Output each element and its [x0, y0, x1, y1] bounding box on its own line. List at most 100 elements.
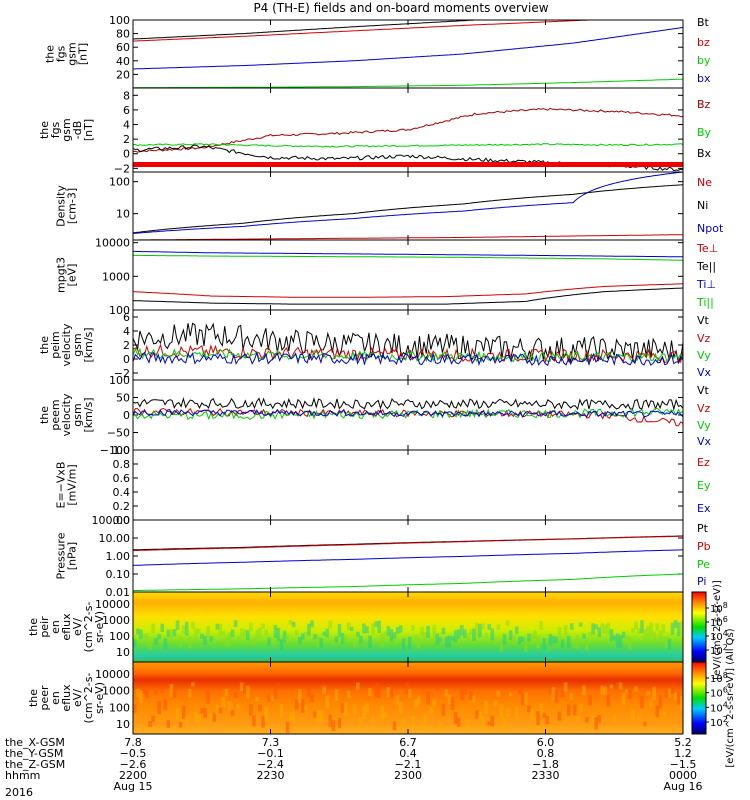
spectrogram-stripe [643, 721, 647, 727]
spectrogram-stripe [511, 685, 516, 691]
y-axis-label: [mV/m] [66, 464, 79, 505]
x-tick-label: −0.5 [120, 747, 147, 760]
panel-frame [132, 309, 684, 381]
y-tick-label: 0.6 [113, 472, 131, 485]
spectrogram-stripe [322, 631, 326, 636]
spectrogram-stripe [496, 690, 501, 697]
legend-entry: Vt [697, 314, 710, 327]
spectrogram-stripe [255, 696, 259, 702]
x-tick-label: 2230 [257, 769, 285, 782]
spectrogram-stripe [563, 625, 568, 636]
y-axis-label: the [27, 618, 40, 636]
x-tick-label: −2.6 [120, 758, 147, 771]
panel-frame [132, 239, 684, 311]
spectrogram-stripe [673, 692, 678, 700]
spectrogram-stripe [209, 713, 213, 722]
spectrogram-stripe [432, 699, 436, 706]
spectrogram-stripe [432, 624, 436, 638]
y-tick-label: 1.00 [106, 550, 131, 563]
spectrogram-stripe [188, 636, 192, 649]
y-tick-label: 6 [123, 311, 130, 324]
spectrogram-stripe [649, 700, 653, 707]
spectrogram-stripe [230, 710, 235, 716]
spectrogram-stripe [142, 633, 146, 638]
spectrogram-stripe [603, 624, 608, 634]
spectrogram-stripe [640, 695, 644, 709]
legend-entry: Npot [697, 222, 724, 235]
spectrogram-stripe [420, 627, 424, 636]
y-axis-label: the [38, 121, 51, 139]
y-axis-label: velocity [60, 393, 73, 436]
spectrogram-stripe [368, 635, 372, 648]
legend-entry: Bx [697, 147, 712, 160]
x-row-label: the_X-GSM [5, 736, 65, 749]
y-axis-label: peir [38, 616, 51, 638]
figure-title: P4 (TH-E) fields and on-board moments ov… [253, 1, 548, 15]
spectrogram-stripe [576, 716, 580, 723]
spectrogram-stripe [349, 626, 354, 631]
spectrogram-stripe [264, 706, 268, 721]
spectrogram-stripe [218, 707, 223, 714]
spectrogram-stripe [530, 708, 534, 720]
series-line-vy [132, 347, 684, 364]
spectrogram-stripe [172, 629, 177, 637]
spectrogram-stripe [340, 632, 345, 645]
spectrogram-stripe [634, 686, 638, 692]
spectrogram-stripe [588, 632, 592, 637]
spectrogram-stripe [389, 684, 394, 698]
x-tick-label: 0000 [669, 769, 697, 782]
spectrogram-stripe [331, 639, 336, 645]
spectrogram-stripe [612, 635, 617, 641]
x-tick-label: 2200 [119, 769, 147, 782]
spectrogram-stripe [597, 714, 601, 723]
spectrogram-stripe [236, 703, 241, 710]
series-line-vx [132, 408, 684, 419]
y-tick-label: 1000 [102, 270, 130, 283]
spectrogram-stripe [145, 689, 149, 698]
spectrogram-stripe [206, 625, 210, 638]
x-row-label: hhmm [5, 769, 40, 782]
spectrogram-stripe [233, 692, 238, 698]
spectrogram-stripe [157, 634, 161, 640]
spectrogram-stripe [148, 639, 152, 650]
spectrogram-stripe [389, 629, 394, 642]
spectrogram-stripe [316, 710, 320, 725]
spectrogram-stripe [557, 711, 562, 721]
spectrogram-stripe [276, 683, 281, 688]
y-tick-label: −2 [114, 162, 130, 175]
spectrogram-stripe [438, 637, 443, 643]
spectrogram-stripe [191, 682, 195, 687]
spectrogram-stripe [380, 705, 385, 719]
spectrogram-stripe [184, 715, 189, 726]
spectrogram-stripe [310, 695, 314, 702]
x-tick-label: 6.0 [537, 736, 555, 749]
y-tick-label: 0.01 [106, 586, 131, 599]
spectrogram-stripe [444, 689, 449, 697]
y-tick-label: 6 [123, 104, 130, 117]
y-tick-label: 10000 [95, 237, 130, 250]
spectrogram-stripe [484, 632, 488, 639]
spectrogram-stripe [334, 689, 339, 702]
spectrogram-stripe [212, 638, 216, 644]
spectrogram-stripe [197, 715, 201, 729]
legend-entry: Te⊥ [696, 242, 718, 255]
spectrogram-stripe [359, 635, 363, 644]
spectrogram-stripe [395, 695, 400, 706]
spectrogram-stripe [615, 633, 620, 648]
spectrogram-stripe [371, 623, 375, 635]
spectrogram-stripe [408, 689, 412, 699]
spectrogram-stripe [478, 711, 482, 721]
spectrogram-stripe [401, 638, 406, 651]
spectrogram-stripe [508, 630, 513, 641]
legend-entry: bz [697, 36, 710, 49]
panel-8: 100.00 10.00 1.00 0.10 0.01 Pressure[nPa] Pt Pb… [55, 514, 711, 599]
series-line-ni [132, 184, 684, 234]
spectrogram-stripe [319, 637, 323, 648]
y-axis-label: the [38, 406, 51, 424]
spectrogram-stripe [246, 630, 250, 641]
spectrogram-stripe [322, 686, 326, 694]
spectrogram-stripe [249, 703, 253, 716]
spectrogram-stripe [203, 635, 207, 646]
spectrogram-stripe [264, 629, 268, 637]
